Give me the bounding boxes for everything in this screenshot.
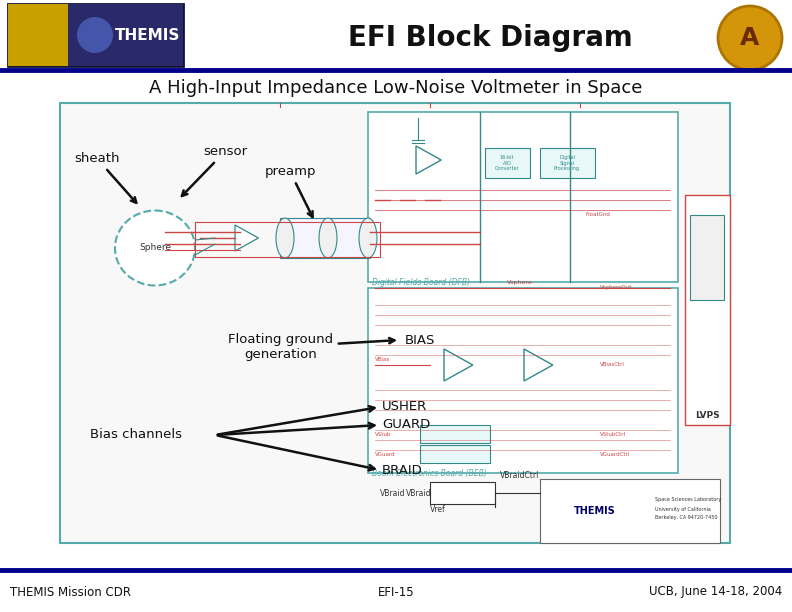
Text: Boom Electronics Board (BEB): Boom Electronics Board (BEB) bbox=[372, 469, 487, 478]
Text: VGuard: VGuard bbox=[375, 452, 396, 457]
Bar bbox=[8, 4, 183, 66]
Bar bbox=[690, 215, 724, 300]
Bar bbox=[540, 148, 595, 178]
Text: Digital
Signal
Processing: Digital Signal Processing bbox=[554, 155, 580, 171]
Text: Berkeley, CA 94720-7450: Berkeley, CA 94720-7450 bbox=[655, 515, 718, 520]
Text: BIAS: BIAS bbox=[405, 334, 436, 346]
Text: LVPS: LVPS bbox=[695, 411, 719, 420]
Text: BRAID: BRAID bbox=[382, 463, 423, 477]
Polygon shape bbox=[235, 225, 258, 251]
Text: Bias channels: Bias channels bbox=[90, 428, 182, 441]
Text: EFI-15: EFI-15 bbox=[378, 586, 414, 599]
Bar bbox=[280, 218, 370, 258]
Text: 16-bit
A/D
Converter: 16-bit A/D Converter bbox=[495, 155, 520, 171]
Text: EFI Block Diagram: EFI Block Diagram bbox=[348, 24, 632, 52]
Text: sheath: sheath bbox=[74, 152, 136, 203]
Ellipse shape bbox=[359, 218, 377, 258]
Text: VStub: VStub bbox=[375, 431, 391, 436]
Bar bbox=[685, 195, 730, 425]
Text: VBraid: VBraid bbox=[379, 488, 405, 498]
Circle shape bbox=[77, 17, 113, 53]
Text: Vsphere: Vsphere bbox=[507, 280, 533, 285]
Text: FloatGnd: FloatGnd bbox=[585, 212, 610, 217]
Bar bbox=[68, 4, 183, 66]
Text: GUARD: GUARD bbox=[382, 419, 430, 431]
Text: UCB, June 14-18, 2004: UCB, June 14-18, 2004 bbox=[649, 586, 782, 599]
Text: VBias: VBias bbox=[375, 357, 390, 362]
Bar bbox=[368, 112, 678, 282]
Text: Digital Fields Board (DFB): Digital Fields Board (DFB) bbox=[372, 278, 470, 287]
Text: Space Sciences Laboratory: Space Sciences Laboratory bbox=[655, 498, 722, 502]
Text: VBraid: VBraid bbox=[406, 488, 432, 498]
Text: Sphere: Sphere bbox=[139, 244, 171, 253]
Bar bbox=[430, 482, 495, 504]
Text: VBiasCtrl: VBiasCtrl bbox=[600, 362, 625, 367]
Text: preamp: preamp bbox=[265, 165, 316, 217]
Text: Floating ground
generation: Floating ground generation bbox=[228, 333, 394, 361]
Polygon shape bbox=[416, 146, 441, 174]
Text: THEMIS: THEMIS bbox=[574, 506, 616, 516]
Text: THEMIS: THEMIS bbox=[116, 28, 181, 42]
Text: University of California: University of California bbox=[655, 507, 711, 512]
Bar bbox=[540, 479, 720, 543]
Circle shape bbox=[718, 6, 782, 70]
Text: THEMIS Mission CDR: THEMIS Mission CDR bbox=[10, 586, 131, 599]
Bar bbox=[420, 425, 490, 443]
Ellipse shape bbox=[115, 211, 195, 286]
Text: VGuardCtrl: VGuardCtrl bbox=[600, 452, 630, 457]
Ellipse shape bbox=[276, 218, 294, 258]
Text: USHER: USHER bbox=[382, 400, 427, 414]
Text: VsphereOut: VsphereOut bbox=[600, 286, 632, 291]
Text: Vref: Vref bbox=[430, 506, 446, 515]
Text: VBraidCtrl: VBraidCtrl bbox=[500, 471, 539, 479]
Bar bbox=[8, 4, 68, 66]
Bar bbox=[420, 445, 490, 463]
Bar bbox=[485, 148, 530, 178]
Bar bbox=[195, 222, 380, 257]
Text: VStubCtrl: VStubCtrl bbox=[600, 431, 626, 436]
Bar bbox=[368, 288, 678, 473]
Polygon shape bbox=[444, 349, 473, 381]
Polygon shape bbox=[524, 349, 553, 381]
Bar bbox=[60, 103, 730, 543]
Text: A High-Input Impedance Low-Noise Voltmeter in Space: A High-Input Impedance Low-Noise Voltmet… bbox=[150, 79, 642, 97]
Text: A: A bbox=[741, 26, 760, 50]
Text: sensor: sensor bbox=[182, 145, 247, 196]
Ellipse shape bbox=[319, 218, 337, 258]
